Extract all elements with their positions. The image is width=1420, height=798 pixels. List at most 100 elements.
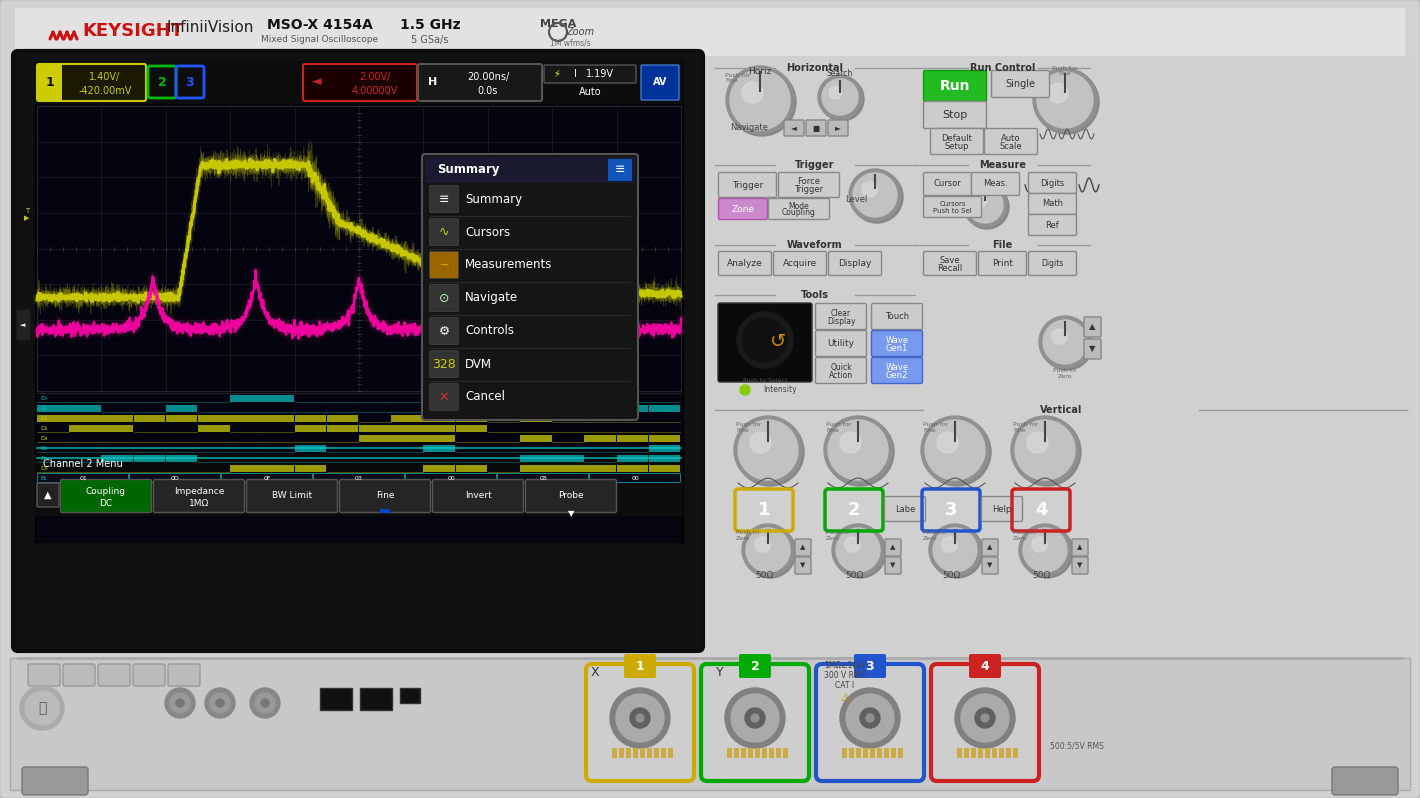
Text: Tools: Tools xyxy=(801,290,829,300)
Bar xyxy=(263,414,294,421)
FancyBboxPatch shape xyxy=(21,767,88,795)
FancyBboxPatch shape xyxy=(872,303,923,330)
Circle shape xyxy=(746,708,765,728)
Bar xyxy=(619,748,623,758)
Bar xyxy=(70,414,101,421)
Text: 1: 1 xyxy=(636,659,645,673)
Bar xyxy=(391,414,423,421)
Text: Push for
Fine: Push for Fine xyxy=(1012,422,1038,433)
FancyBboxPatch shape xyxy=(129,473,220,483)
Text: 1.19V: 1.19V xyxy=(586,69,613,79)
Bar xyxy=(612,748,618,758)
Circle shape xyxy=(1027,432,1048,453)
Bar xyxy=(456,425,487,432)
Text: ▲: ▲ xyxy=(801,544,805,550)
FancyBboxPatch shape xyxy=(983,557,998,574)
Text: ≡: ≡ xyxy=(615,164,625,176)
Bar xyxy=(70,405,101,412)
Text: 1: 1 xyxy=(45,76,54,89)
FancyBboxPatch shape xyxy=(885,496,926,522)
FancyBboxPatch shape xyxy=(701,664,809,781)
FancyBboxPatch shape xyxy=(544,65,636,83)
Bar xyxy=(37,414,68,421)
Text: 50Ω: 50Ω xyxy=(755,571,772,580)
Bar xyxy=(633,748,638,758)
Circle shape xyxy=(861,708,880,728)
FancyBboxPatch shape xyxy=(991,70,1049,97)
Text: ◄: ◄ xyxy=(791,124,797,132)
Circle shape xyxy=(834,526,886,578)
FancyBboxPatch shape xyxy=(433,480,524,512)
Text: Stop: Stop xyxy=(943,110,967,120)
FancyBboxPatch shape xyxy=(768,199,829,219)
Bar xyxy=(616,464,648,472)
Text: Quick: Quick xyxy=(831,362,852,372)
Bar xyxy=(667,748,673,758)
Text: MEGA: MEGA xyxy=(540,19,577,29)
FancyBboxPatch shape xyxy=(872,358,923,384)
Circle shape xyxy=(924,420,985,480)
Text: ▼: ▼ xyxy=(890,562,896,568)
Text: Run Control: Run Control xyxy=(970,63,1035,73)
Circle shape xyxy=(845,537,861,552)
Circle shape xyxy=(841,432,861,453)
Circle shape xyxy=(963,183,1007,227)
FancyBboxPatch shape xyxy=(923,251,977,275)
Circle shape xyxy=(734,416,802,484)
FancyBboxPatch shape xyxy=(98,664,131,686)
FancyBboxPatch shape xyxy=(815,358,866,384)
FancyBboxPatch shape xyxy=(37,483,60,507)
Text: Push to Select: Push to Select xyxy=(743,378,787,384)
Text: Mixed Signal Oscilloscope: Mixed Signal Oscilloscope xyxy=(261,35,379,45)
Text: Push for
Fine: Push for Fine xyxy=(826,422,852,433)
Text: Cancel: Cancel xyxy=(464,390,506,404)
Bar xyxy=(734,748,738,758)
FancyBboxPatch shape xyxy=(497,473,588,483)
Bar xyxy=(616,405,648,412)
Text: Action: Action xyxy=(829,371,853,380)
Text: Wave: Wave xyxy=(886,335,909,345)
Circle shape xyxy=(744,526,797,578)
Circle shape xyxy=(862,182,878,197)
Text: D₇: D₇ xyxy=(40,396,47,401)
Bar xyxy=(36,62,683,542)
Text: Measurements: Measurements xyxy=(464,259,552,271)
Text: Trigger: Trigger xyxy=(794,185,824,195)
Text: Math: Math xyxy=(1042,200,1064,208)
FancyBboxPatch shape xyxy=(133,664,165,686)
FancyBboxPatch shape xyxy=(429,318,459,345)
Text: 50Ω: 50Ω xyxy=(1032,571,1051,580)
Text: 2: 2 xyxy=(158,76,166,89)
Text: ─: ─ xyxy=(440,259,447,271)
Bar xyxy=(552,464,584,472)
Bar xyxy=(37,106,682,391)
Text: Push for
Fine: Push for Fine xyxy=(736,422,761,433)
Bar xyxy=(978,748,983,758)
Bar xyxy=(70,425,101,432)
Bar xyxy=(660,748,666,758)
Circle shape xyxy=(841,688,900,748)
Bar xyxy=(552,455,584,461)
FancyBboxPatch shape xyxy=(623,654,656,678)
Bar xyxy=(616,455,648,461)
Bar xyxy=(1012,748,1018,758)
Bar xyxy=(649,444,680,452)
FancyBboxPatch shape xyxy=(795,539,811,556)
Bar xyxy=(520,434,551,441)
Text: KEYSIGHT: KEYSIGHT xyxy=(82,22,183,40)
Circle shape xyxy=(1052,329,1068,344)
Bar xyxy=(1005,748,1011,758)
Text: Acquire: Acquire xyxy=(782,259,816,268)
Text: ∿: ∿ xyxy=(439,226,449,239)
Bar xyxy=(166,414,197,421)
Text: Force: Force xyxy=(798,177,821,186)
Text: InfiniiVision: InfiniiVision xyxy=(166,21,254,35)
Text: Gen1: Gen1 xyxy=(886,344,909,353)
Text: Search: Search xyxy=(826,69,853,78)
Text: Measure: Measure xyxy=(978,160,1027,170)
Text: Horiz: Horiz xyxy=(748,68,771,77)
Circle shape xyxy=(836,528,880,572)
Circle shape xyxy=(728,68,797,136)
Text: Cursors: Cursors xyxy=(464,226,510,239)
Text: 1: 1 xyxy=(758,501,770,519)
